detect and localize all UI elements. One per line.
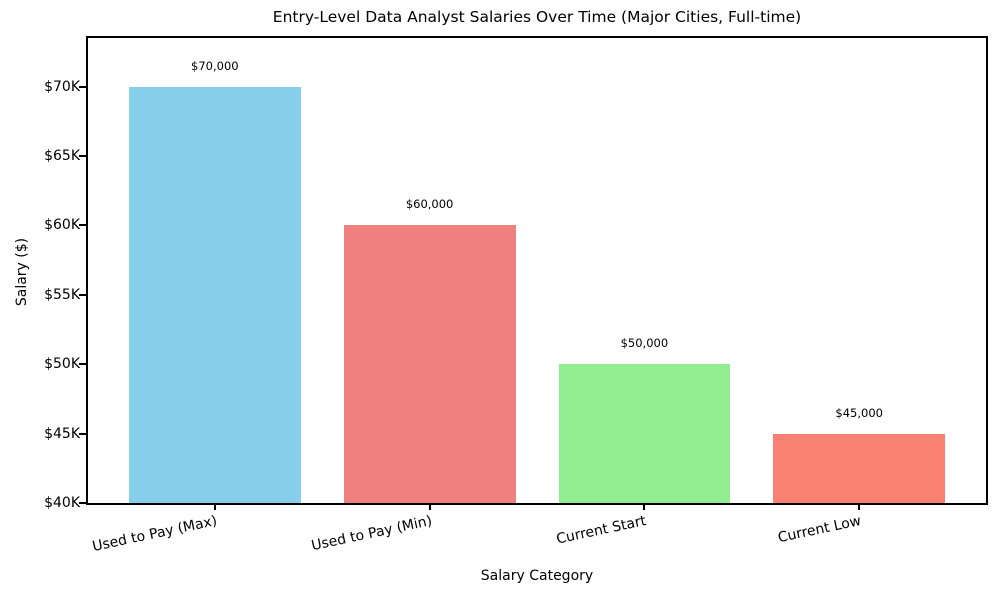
y-tick-65k bbox=[79, 155, 86, 157]
y-tick-label-40k: $40K bbox=[44, 495, 80, 511]
y-tick-40k bbox=[79, 502, 86, 504]
y-tick-60k bbox=[79, 224, 86, 227]
x-tick-used-to-pay-max bbox=[213, 503, 216, 510]
x-tick-used-to-pay-min bbox=[428, 503, 431, 510]
bar-current-start bbox=[558, 364, 731, 503]
x-tick-label-used-to-pay-min: Used to Pay (Min) bbox=[309, 512, 434, 555]
y-tick-label-65k: $65K bbox=[44, 148, 80, 164]
y-tick-label-50k: $50K bbox=[44, 356, 80, 373]
y-tick-50k bbox=[79, 363, 86, 366]
bar-value-current-low: $45,000 bbox=[835, 405, 883, 420]
bar-used-to-pay-max bbox=[128, 86, 301, 503]
y-tick-label-70k: $70K bbox=[44, 78, 80, 95]
x-tick-label-current-low: Current Low bbox=[776, 512, 863, 547]
y-tick-label-45k: $45K bbox=[44, 425, 80, 442]
bar-value-used-to-pay-max: $70,000 bbox=[191, 58, 239, 73]
y-tick-label-60k: $60K bbox=[44, 217, 80, 234]
bar-value-current-start: $50,000 bbox=[620, 336, 669, 351]
x-axis-label: Salary Category bbox=[480, 568, 594, 584]
spine-left bbox=[86, 36, 88, 505]
x-tick-label-used-to-pay-max: Used to Pay (Max) bbox=[90, 512, 219, 556]
y-tick-label-55k: $55K bbox=[44, 286, 80, 303]
chart-title: Entry-Level Data Analyst Salaries Over T… bbox=[272, 8, 802, 26]
y-tick-70k bbox=[79, 85, 86, 88]
x-tick-current-start bbox=[643, 503, 646, 510]
spine-top bbox=[86, 36, 988, 38]
spine-bottom bbox=[86, 503, 988, 505]
bar-value-used-to-pay-min: $60,000 bbox=[405, 197, 454, 212]
x-tick-label-current-start: Current Start bbox=[555, 512, 648, 548]
bar-used-to-pay-min bbox=[343, 225, 516, 503]
y-tick-55k bbox=[79, 293, 86, 296]
y-tick-45k bbox=[79, 432, 86, 435]
plot-area: $70,000 $60,000 $50,000 $45,000 bbox=[88, 38, 986, 503]
x-tick-current-low bbox=[858, 503, 861, 510]
spine-right bbox=[986, 36, 988, 505]
bar-current-low bbox=[773, 433, 946, 503]
